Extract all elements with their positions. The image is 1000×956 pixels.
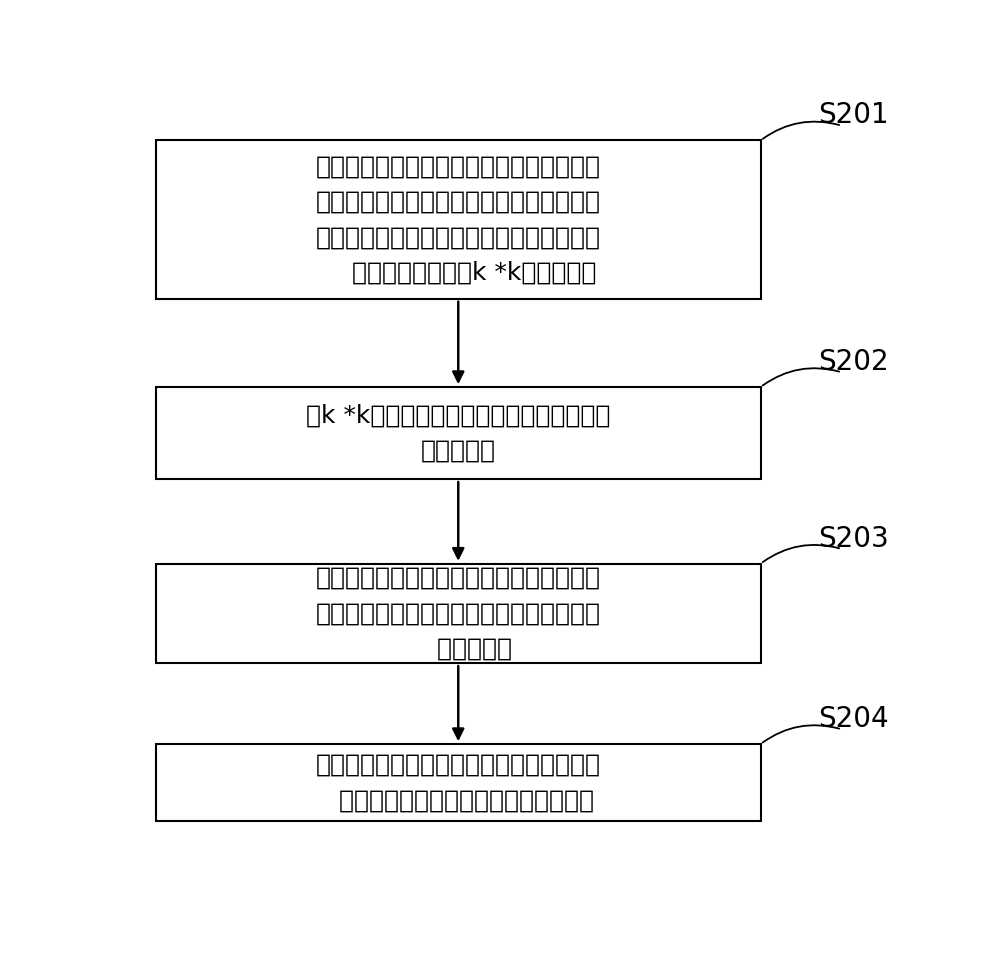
Text: S203: S203 — [818, 525, 889, 553]
Text: 依次将所述目标网格数量的相邻网格单元进
  行合并，得到所述区域个数的原始区域: 依次将所述目标网格数量的相邻网格单元进 行合并，得到所述区域个数的原始区域 — [316, 753, 601, 813]
FancyBboxPatch shape — [156, 564, 761, 663]
Text: 以光伏电站所在区域的最小横坐标、最小纵
坐标、最大横坐标和最大纵坐标为起点，以
所需划分的区域个数为参数，将所述光伏电
    站所在区域划分为k *k个网格单: 以光伏电站所在区域的最小横坐标、最小纵 坐标、最大横坐标和最大纵坐标为起点，以 … — [316, 155, 601, 285]
Text: S204: S204 — [818, 706, 889, 733]
FancyBboxPatch shape — [156, 141, 761, 299]
Text: 基于所述网格数量和所需划分的所述区域个
数，确定所述光伏电站中每个区域所需的目
    标网格数量: 基于所述网格数量和所需划分的所述区域个 数，确定所述光伏电站中每个区域所需的目 … — [316, 566, 601, 661]
FancyBboxPatch shape — [156, 387, 761, 479]
FancyBboxPatch shape — [156, 744, 761, 821]
Text: S202: S202 — [818, 348, 889, 376]
Text: 从k *k个所述网格单元中确定包含光伏组串
的网格数量: 从k *k个所述网格单元中确定包含光伏组串 的网格数量 — [306, 403, 610, 463]
Text: S201: S201 — [818, 101, 889, 129]
